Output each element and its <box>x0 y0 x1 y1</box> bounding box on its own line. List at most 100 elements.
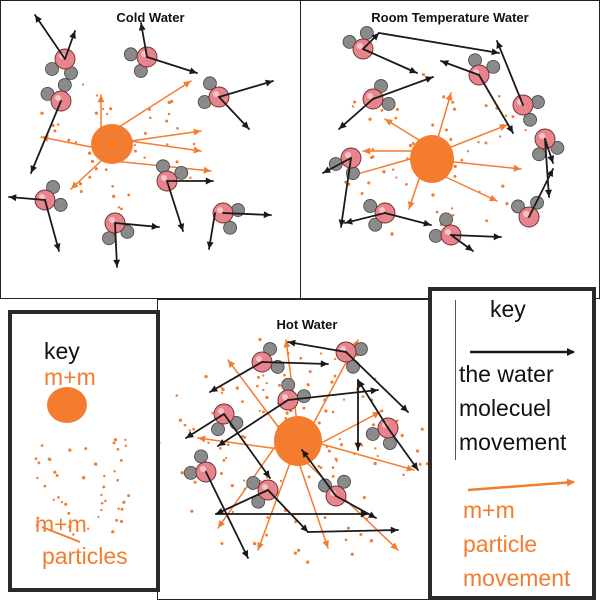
key-particle <box>120 507 124 511</box>
hot-particle <box>218 447 222 450</box>
orange-arrow <box>130 128 202 142</box>
hot-particle <box>262 374 265 377</box>
key-particle <box>55 474 59 477</box>
key-particle <box>52 498 55 501</box>
black-arrow <box>287 339 347 353</box>
room-particle <box>505 202 509 206</box>
right-key-particle-label-1: m+m <box>463 497 515 523</box>
hot-particle <box>284 417 288 420</box>
room-particle <box>466 150 470 153</box>
cold-particle <box>167 100 171 105</box>
hot-particle <box>192 427 196 431</box>
orange-arrow <box>362 147 422 155</box>
black-arrow <box>217 399 289 447</box>
oxygen-highlight <box>282 394 288 400</box>
room-particle <box>451 213 455 217</box>
orange-arrow <box>407 166 424 210</box>
black-arrow <box>8 194 46 202</box>
cold-particle <box>56 123 60 126</box>
oxygen-highlight <box>262 484 268 490</box>
hot-particle <box>324 409 328 413</box>
hydrogen-atom <box>223 220 237 235</box>
room-particle <box>421 72 426 77</box>
cold-particle <box>106 112 109 116</box>
black-arrow <box>301 449 337 497</box>
black-arrow <box>338 98 374 130</box>
hot-particle <box>339 443 344 447</box>
oxygen-highlight <box>39 194 45 200</box>
key-particle <box>57 496 60 499</box>
hot-particle <box>317 465 321 468</box>
hot-particle <box>374 447 377 450</box>
key-particle <box>103 474 106 478</box>
hot-particle <box>400 433 404 438</box>
black-arrow <box>206 212 216 250</box>
orange-arrow <box>432 170 498 202</box>
key-particle <box>102 485 106 489</box>
room-particle <box>370 156 374 160</box>
black-arrow <box>44 199 61 252</box>
black-arrow <box>307 526 399 534</box>
cold-particle <box>120 207 123 211</box>
hot-particle <box>418 462 422 466</box>
black-arrow <box>544 138 552 198</box>
water-molecule <box>246 476 279 509</box>
oxygen-highlight <box>445 229 451 235</box>
black-arrow <box>185 413 225 439</box>
black-arrow <box>344 212 386 225</box>
room-particle <box>344 180 348 184</box>
hot-particle <box>342 398 346 401</box>
hot-particle <box>359 532 363 536</box>
hot-particle <box>361 395 365 398</box>
hot-particle <box>294 520 297 524</box>
black-arrow <box>478 74 514 134</box>
cold-particle <box>165 119 169 123</box>
room-particle-arrows <box>346 92 522 210</box>
right-key-orange-arrow <box>467 478 575 492</box>
key-particle <box>119 458 123 462</box>
cold-particle <box>109 107 113 111</box>
room-particle <box>453 174 457 178</box>
orange-arrow <box>384 118 428 146</box>
cold-particle <box>143 156 146 159</box>
right-key-water-label-2: molecuel <box>459 395 552 421</box>
hot-particle <box>256 384 259 388</box>
hot-particle <box>256 375 260 379</box>
cold-water-molecules <box>34 46 245 246</box>
cold-particle <box>192 142 196 146</box>
room-temperature-panel: Room Temperature Water <box>300 0 600 299</box>
black-arrow <box>215 510 369 518</box>
left-key-candy-icon <box>47 387 87 423</box>
key-particle <box>115 518 118 522</box>
hot-particle <box>188 429 191 432</box>
key-particle <box>113 470 116 473</box>
black-arrow <box>354 379 362 451</box>
hot-particle <box>243 436 247 439</box>
oxygen-highlight <box>367 93 373 99</box>
key-particle <box>120 519 124 524</box>
key-particle <box>100 501 104 505</box>
room-particle <box>390 232 394 236</box>
black-arrow <box>166 177 214 185</box>
key-particle <box>117 507 120 511</box>
hot-particle <box>380 409 384 413</box>
hot-particle <box>262 388 265 392</box>
orange-arrow <box>197 435 287 451</box>
black-arrow <box>34 14 66 60</box>
hot-particle <box>306 560 310 564</box>
hot-particle <box>402 473 405 477</box>
room-particle <box>435 210 439 214</box>
black-arrow <box>496 40 524 106</box>
hot-particle <box>302 406 306 410</box>
hydrogen-atom <box>346 359 360 374</box>
hot-particle <box>333 374 337 378</box>
key-particle <box>40 444 44 448</box>
hot-particle <box>338 438 341 441</box>
oxygen-highlight <box>161 175 167 181</box>
hydrogen-atom <box>486 60 501 74</box>
right-key-divider <box>455 300 456 460</box>
oxygen-highlight <box>357 43 363 49</box>
water-molecule <box>468 53 501 86</box>
cold-particle <box>112 194 116 199</box>
cold-particle <box>117 206 121 209</box>
